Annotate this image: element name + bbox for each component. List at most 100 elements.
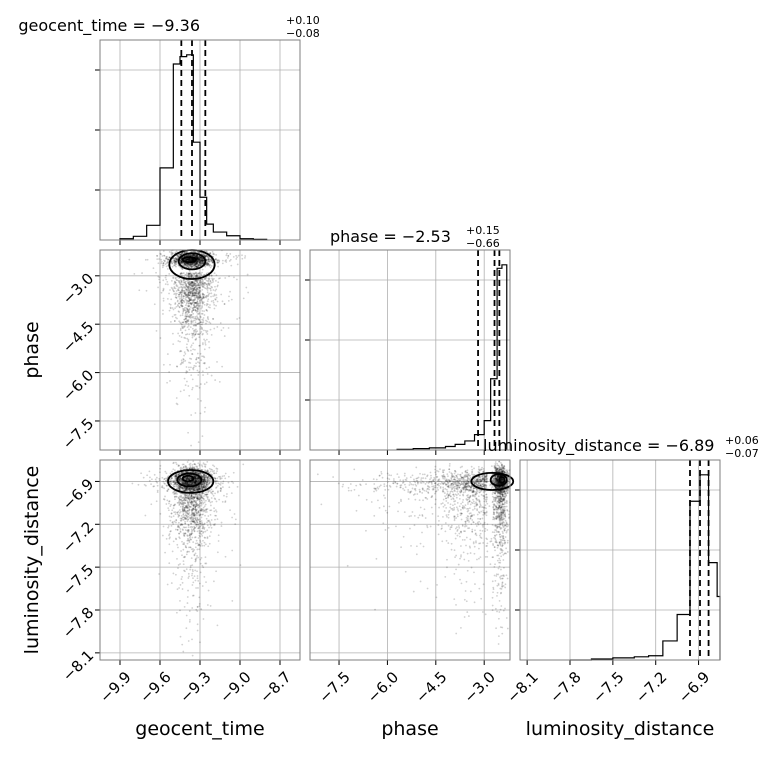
scatter-phase-geocent-point xyxy=(180,285,183,288)
scatter-phase-geocent-point xyxy=(188,288,191,291)
scatter-phase-geocent-point xyxy=(212,317,214,320)
scatter-phase-geocent-point xyxy=(225,261,228,263)
scatter-phase-geocent-point xyxy=(189,281,192,283)
scatter-phase-geocent-point xyxy=(176,304,179,306)
scatter-phase-geocent-point xyxy=(187,319,190,322)
scatter-phase-geocent-point xyxy=(221,262,224,265)
scatter-phase-geocent-point xyxy=(162,289,164,292)
scatter-lum-geocent-point xyxy=(190,514,193,516)
scatter-phase-geocent-point xyxy=(180,359,183,362)
scatter-lum-geocent-point xyxy=(198,472,201,475)
scatter-phase-geocent-point xyxy=(180,286,183,289)
scatter-lum-geocent-point xyxy=(181,463,184,466)
scatter-lum-geocent-point xyxy=(192,504,195,507)
scatter-phase-geocent-point xyxy=(189,257,192,260)
scatter-phase-geocent-point xyxy=(158,258,160,260)
scatter-lum-geocent-point xyxy=(217,540,220,542)
scatter-lum-geocent-point xyxy=(202,532,204,534)
scatter-phase-geocent-point xyxy=(171,260,173,263)
scatter-phase-geocent-point xyxy=(187,296,190,299)
scatter-lum-geocent-point xyxy=(176,528,179,531)
scatter-phase-geocent-point xyxy=(195,274,198,277)
scatter-phase-geocent-point xyxy=(209,322,212,325)
scatter-phase-geocent-point xyxy=(211,250,214,253)
scatter-phase-geocent-point xyxy=(162,299,165,302)
scatter-phase-geocent-point xyxy=(176,317,178,320)
scatter-phase-geocent-point xyxy=(173,287,176,290)
scatter-lum-geocent-point xyxy=(200,499,203,502)
scatter-phase-geocent-point xyxy=(195,275,198,278)
scatter-lum-geocent-point xyxy=(194,516,197,519)
scatter-lum-geocent-point xyxy=(172,540,175,543)
scatter-lum-geocent-point xyxy=(204,530,207,533)
scatter-phase-geocent-point xyxy=(187,325,190,327)
scatter-lum-geocent-point xyxy=(231,549,234,552)
scatter-phase-geocent-point xyxy=(174,264,177,267)
scatter-phase-geocent-point xyxy=(201,302,204,305)
scatter-phase-geocent-point xyxy=(183,292,186,295)
scatter-lum-geocent-point xyxy=(199,571,202,574)
scatter-phase-geocent-point xyxy=(187,311,189,314)
scatter-phase-geocent-point xyxy=(196,369,199,372)
scatter-phase-geocent-point xyxy=(212,252,215,255)
scatter-lum-geocent-point xyxy=(200,608,203,611)
scatter-phase-geocent-point xyxy=(175,294,177,296)
scatter-phase-geocent-point xyxy=(180,281,183,284)
scatter-phase-geocent-point xyxy=(194,323,197,326)
scatter-lum-geocent-point xyxy=(159,512,162,515)
scatter-phase-geocent-point xyxy=(179,363,182,366)
scatter-lum-geocent-point xyxy=(210,504,212,507)
scatter-lum-geocent-point xyxy=(171,521,174,524)
scatter-lum-geocent-point xyxy=(206,529,209,532)
scatter-phase-geocent-point xyxy=(195,307,198,309)
scatter-phase-geocent-point xyxy=(191,258,194,261)
scatter-phase-geocent-point xyxy=(213,327,216,330)
scatter-lum-geocent-point xyxy=(179,635,182,638)
scatter-phase-geocent-point xyxy=(195,274,198,277)
scatter-phase-geocent-point xyxy=(201,306,204,309)
scatter-lum-geocent-point xyxy=(162,480,165,483)
scatter-phase-geocent-point xyxy=(181,302,184,304)
scatter-phase-geocent-point xyxy=(215,254,218,256)
scatter-phase-geocent-point xyxy=(198,296,201,299)
scatter-lum-geocent-point xyxy=(203,541,206,544)
scatter-lum-geocent-point xyxy=(186,509,189,512)
scatter-lum-geocent-point xyxy=(234,518,237,521)
scatter-phase-geocent-point xyxy=(192,284,195,287)
scatter-phase-geocent-point xyxy=(190,297,192,300)
scatter-phase-geocent-point xyxy=(191,253,194,256)
scatter-phase-geocent-point xyxy=(196,304,199,307)
scatter-lum-geocent-point xyxy=(168,502,170,505)
scatter-phase-geocent-point xyxy=(133,272,136,275)
scatter-phase-geocent-point xyxy=(198,284,200,286)
scatter-phase-geocent-point xyxy=(141,272,143,274)
scatter-phase-geocent-point xyxy=(227,255,230,257)
scatter-phase-geocent-point xyxy=(214,258,217,261)
scatter-lum-geocent-point xyxy=(181,554,183,557)
scatter-phase-geocent-point xyxy=(206,300,209,303)
scatter-lum-geocent-point xyxy=(176,557,178,560)
scatter-phase-geocent-point xyxy=(187,304,190,307)
scatter-phase-geocent-point xyxy=(198,386,201,389)
scatter-phase-geocent-point xyxy=(182,297,185,300)
scatter-phase-geocent-point xyxy=(183,354,185,357)
scatter-phase-geocent-point xyxy=(189,299,192,302)
scatter-phase-geocent-point xyxy=(186,259,189,262)
scatter-lum-geocent-point xyxy=(197,556,200,559)
scatter-phase-geocent-point xyxy=(188,298,191,300)
scatter-phase-geocent-point xyxy=(192,281,194,283)
scatter-phase-geocent-point xyxy=(180,305,183,308)
scatter-phase-geocent-point xyxy=(186,295,189,298)
scatter-phase-geocent-point xyxy=(201,318,204,321)
scatter-lum-geocent-point xyxy=(201,509,204,512)
scatter-lum-geocent-point xyxy=(173,493,176,496)
scatter-phase-geocent-point xyxy=(209,252,211,254)
scatter-phase-geocent-point xyxy=(165,265,168,268)
scatter-lum-geocent-point xyxy=(163,478,166,481)
scatter-phase-geocent-point xyxy=(209,306,211,309)
scatter-lum-geocent-point xyxy=(220,521,223,524)
scatter-phase-geocent-point xyxy=(189,292,192,295)
scatter-phase-geocent-point xyxy=(198,286,201,289)
scatter-lum-geocent-point xyxy=(185,568,188,571)
scatter-phase-geocent-point xyxy=(174,302,177,304)
